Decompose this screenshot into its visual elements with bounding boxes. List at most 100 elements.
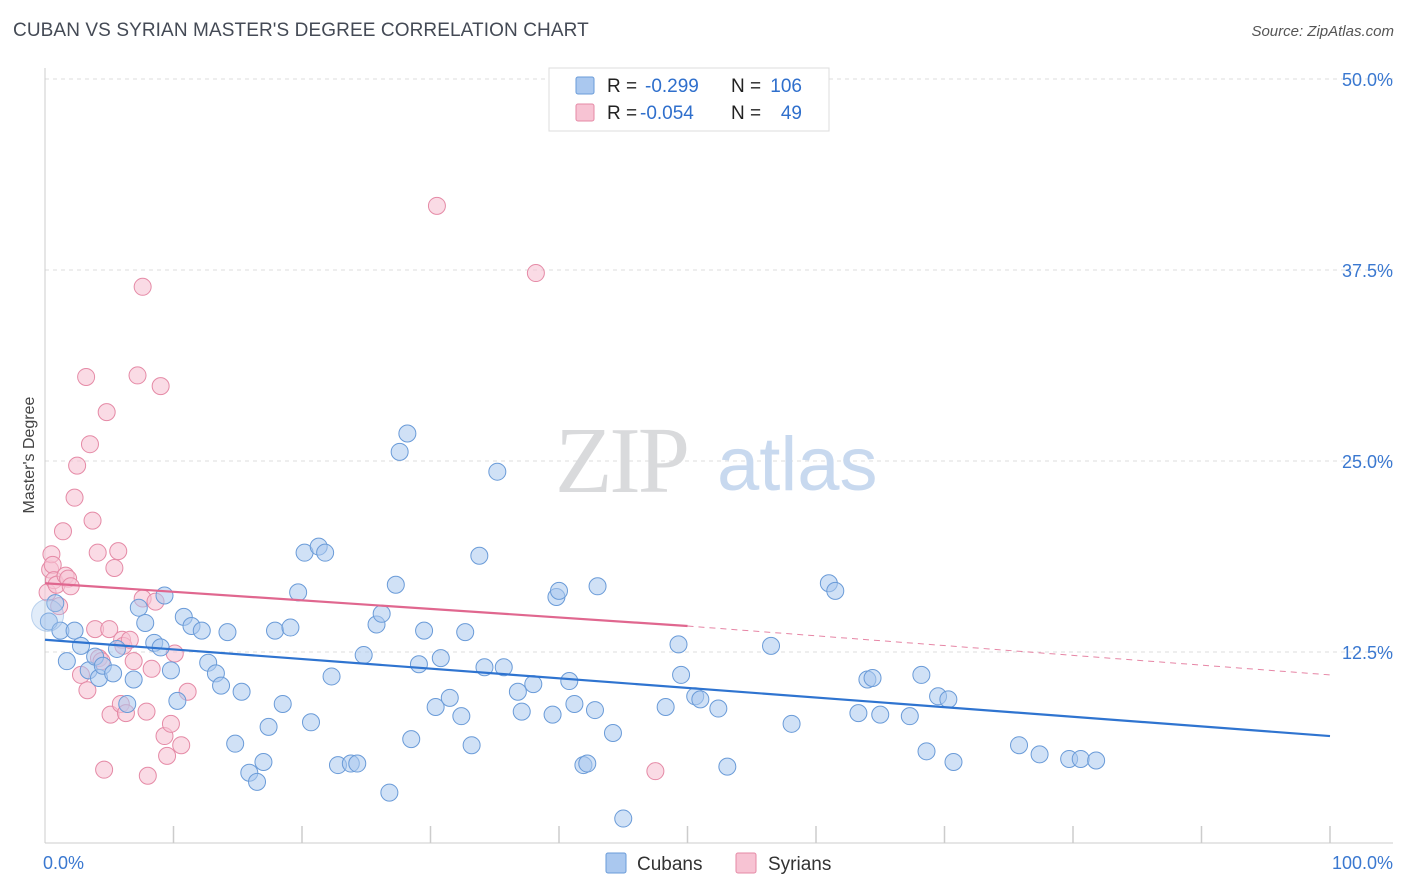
cubans-point-91 [849, 704, 868, 723]
legend-r-value-cubans: -0.299 [645, 76, 699, 97]
cubans-point-104 [1071, 749, 1090, 768]
cubans-point-12 [118, 694, 137, 713]
cubans-point-29 [232, 682, 251, 701]
cubans-point-11 [107, 639, 126, 658]
cubans-point-75 [578, 754, 597, 773]
cubans-point-79 [614, 809, 633, 828]
cubans-point-101 [1010, 736, 1029, 755]
legend-bottom-swatch-syrians [735, 852, 757, 874]
legend-box [548, 67, 830, 132]
cubans-point-102 [1030, 745, 1049, 764]
cubans-point-5 [71, 636, 90, 655]
cubans-point-15 [136, 613, 155, 632]
x-tick-label-max: 100.0% [1332, 853, 1393, 873]
syrians-point-34 [128, 366, 147, 385]
cubans-point-42 [322, 667, 341, 686]
cubans-point-48 [372, 604, 391, 623]
cubans-point-59 [452, 707, 471, 726]
cubans-point-31 [248, 772, 267, 791]
cubans-point-36 [281, 618, 300, 637]
legend-bottom-label-syrians: Syrians [768, 854, 831, 875]
cubans-point-19 [161, 661, 180, 680]
y-tick-label-2: 37.5% [1342, 261, 1393, 281]
cubans-point-50 [386, 575, 405, 594]
syrians-trend-extension [687, 625, 1331, 676]
cubans-point-61 [462, 736, 481, 755]
cubans-point-13 [124, 670, 143, 689]
trend-lines [44, 582, 1331, 738]
cubans-point-84 [691, 690, 710, 709]
syrians-point-37 [138, 766, 157, 785]
source-credit: Source: ZipAtlas.com [1251, 23, 1394, 40]
cubans-point-90 [826, 581, 845, 600]
grid-lines [45, 78, 1393, 653]
cubans-point-45 [348, 754, 367, 773]
legend-swatch-syrians [575, 103, 595, 122]
syrians-point-38 [133, 277, 152, 296]
cubans-point-73 [565, 694, 584, 713]
cubans-point-82 [672, 665, 691, 684]
cubans-point-20 [168, 691, 187, 710]
x-tick-label-min: 0.0% [43, 853, 84, 873]
legend-r-value-syrians: -0.054 [640, 103, 694, 124]
cubans-point-66 [508, 682, 527, 701]
cubans-point-14 [129, 598, 148, 617]
syrians-point-24 [100, 620, 119, 639]
cubans-point-58 [440, 688, 459, 707]
syrians-point-7 [53, 522, 72, 541]
cubans-point-72 [560, 672, 579, 691]
legend-correlation: R = -0.299 N = 106 R = -0.054 N = 49 [548, 67, 830, 132]
cubans-point-93 [863, 668, 882, 687]
syrians-point-22 [95, 760, 114, 779]
syrians-point-48 [427, 196, 446, 215]
cubans-point-27 [218, 623, 237, 642]
cubans-trend-line [44, 638, 1331, 738]
cubans-point-10 [104, 664, 123, 683]
legend-n-label-syrians: N = [731, 103, 761, 124]
syrians-point-43 [158, 746, 177, 765]
legend-swatch-cubans [575, 76, 595, 95]
cubans-point-85 [709, 699, 728, 718]
cubans-point-69 [543, 705, 562, 724]
watermark: ZIP atlas [555, 409, 878, 513]
cubans-point-34 [266, 621, 285, 640]
cubans-point-23 [192, 621, 211, 640]
legend-bottom-swatch-cubans [605, 852, 627, 874]
syrians-point-16 [80, 435, 99, 454]
syrians-point-14 [77, 367, 96, 386]
cubans-point-105 [1087, 751, 1106, 770]
syrians-point-39 [142, 659, 161, 678]
cubans-point-54 [409, 655, 428, 674]
cubans-point-51 [390, 442, 409, 461]
cubans-point-46 [354, 646, 373, 665]
syrians-point-23 [97, 403, 116, 422]
cubans-point-33 [259, 717, 278, 736]
legend-series: Cubans Syrians [605, 852, 831, 875]
cubans-point-86 [718, 757, 737, 776]
y-tick-label-3: 50.0% [1342, 70, 1393, 90]
syrians-point-33 [124, 652, 143, 671]
axes [44, 68, 1393, 844]
cubans-point-26 [212, 676, 231, 695]
cubans-point-97 [917, 742, 936, 761]
cubans-point-100 [944, 753, 963, 772]
watermark-zip: ZIP [555, 409, 687, 513]
y-tick-label-1: 25.0% [1342, 452, 1393, 472]
syrians-point-44 [161, 714, 180, 733]
y-axis-label: Master's Degree [21, 396, 38, 513]
cubans-point-18 [155, 586, 174, 605]
cubans-points [31, 424, 1106, 828]
syrians-point-32 [120, 630, 139, 649]
syrians-point-36 [137, 702, 156, 721]
cubans-point-80 [656, 698, 675, 717]
cubans-point-71 [550, 581, 568, 600]
cubans-point-35 [273, 694, 292, 713]
chart-title: CUBAN VS SYRIAN MASTER'S DEGREE CORRELAT… [13, 20, 589, 41]
cubans-point-49 [380, 783, 399, 802]
legend-r-label-syrians: R = [607, 103, 637, 124]
cubans-cluster-marker [31, 598, 65, 632]
cubans-point-65 [494, 658, 513, 677]
syrians-point-17 [83, 511, 102, 530]
cubans-point-53 [402, 730, 421, 749]
